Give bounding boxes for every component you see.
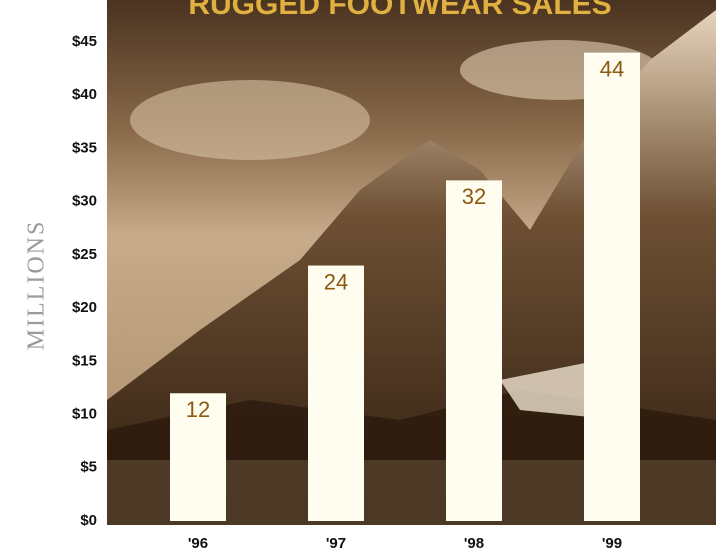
- value-label: 24: [324, 269, 348, 294]
- bar: [584, 52, 640, 522]
- value-label: 12: [186, 397, 210, 422]
- y-tick-label: $5: [80, 459, 97, 476]
- y-tick-label: $10: [72, 406, 97, 423]
- value-label: 44: [600, 56, 624, 81]
- x-tick-label: '99: [602, 535, 622, 552]
- x-tick-label: '97: [326, 535, 346, 552]
- chart-title: RUGGED FOOTWEAR SALES: [188, 0, 611, 21]
- bar: [446, 180, 502, 521]
- y-tick-label: $35: [72, 139, 97, 156]
- y-tick-label: $20: [72, 299, 97, 316]
- y-tick-label: $15: [72, 352, 97, 369]
- x-tick-label: '96: [188, 535, 208, 552]
- x-tick-label: '98: [464, 535, 484, 552]
- y-tick-label: $25: [72, 246, 97, 263]
- y-tick-label: $0: [80, 512, 97, 529]
- y-tick-label: $40: [72, 86, 97, 103]
- value-label: 32: [462, 184, 486, 209]
- y-tick-label: $45: [72, 33, 97, 50]
- y-tick-label: $30: [72, 193, 97, 210]
- bar: [308, 265, 364, 521]
- y-axis-label: MILLIONS: [24, 220, 50, 351]
- bar: [170, 393, 226, 521]
